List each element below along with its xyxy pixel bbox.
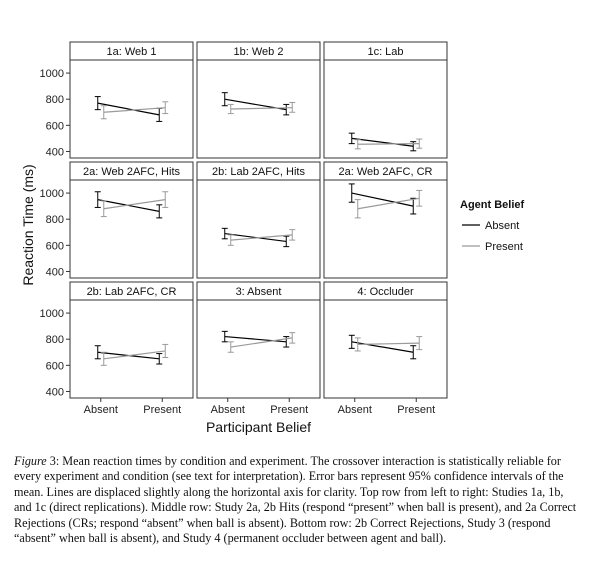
y-tick-label-row2-800: 800 xyxy=(46,334,64,346)
y-tick-label-row1-400: 400 xyxy=(46,266,64,278)
x-tick-label-col0-absent: Absent xyxy=(84,404,118,416)
caption-body: : Mean reaction times by condition and e… xyxy=(14,454,576,545)
facet-title-1c-lab: 1c: Lab xyxy=(367,46,403,58)
legend-title: Agent Belief xyxy=(460,199,525,211)
facet-title-1a-web-1: 1a: Web 1 xyxy=(107,46,157,58)
legend-label-present: Present xyxy=(485,241,523,253)
x-tick-label-col2-absent: Absent xyxy=(338,404,372,416)
facet-panel-2b-lab-2afc-hits xyxy=(197,180,320,278)
y-axis-title: Reaction Time (ms) xyxy=(20,164,36,285)
facet-panel-3-absent xyxy=(197,300,320,398)
x-tick-label-col2-present: Present xyxy=(397,404,435,416)
x-tick-label-col0-present: Present xyxy=(143,404,181,416)
y-tick-label-row0-800: 800 xyxy=(46,94,64,106)
caption-figure-number: 3 xyxy=(47,454,56,468)
facet-panel-2a-web-2afc-hits xyxy=(70,180,193,278)
y-tick-label-row0-400: 400 xyxy=(46,146,64,158)
facet-title-2b-lab-2afc-hits: 2b: Lab 2AFC, Hits xyxy=(212,166,305,178)
y-tick-label-row1-600: 600 xyxy=(46,240,64,252)
facet-title-2a-web-2afc-hits: 2a: Web 2AFC, Hits xyxy=(83,166,180,178)
x-axis-title: Participant Belief xyxy=(206,419,311,435)
facet-panel-2b-lab-2afc-cr xyxy=(70,300,193,398)
facet-panel-2a-web-2afc-cr xyxy=(324,180,447,278)
y-tick-label-row0-1000: 1000 xyxy=(40,68,64,80)
y-tick-label-row2-600: 600 xyxy=(46,360,64,372)
y-tick-label-row1-800: 800 xyxy=(46,214,64,226)
facet-title-1b-web-2: 1b: Web 2 xyxy=(234,46,284,58)
x-tick-label-col1-absent: Absent xyxy=(211,404,245,416)
facet-panel-4-occluder xyxy=(324,300,447,398)
y-tick-label-row2-400: 400 xyxy=(46,386,64,398)
y-tick-label-row1-1000: 1000 xyxy=(40,188,64,200)
facet-title-2a-web-2afc-cr: 2a: Web 2AFC, CR xyxy=(339,166,433,178)
y-tick-label-row0-600: 600 xyxy=(46,120,64,132)
caption-figure-label: Figure xyxy=(14,454,47,468)
figure-caption: Figure 3: Mean reaction times by conditi… xyxy=(14,454,580,546)
faceted-reaction-time-chart: 1a: Web 1 1b: Web 2 1c: Lab 2a: Web 2AFC, H… xyxy=(0,0,590,450)
facet-title-2b-lab-2afc-cr: 2b: Lab 2AFC, CR xyxy=(87,286,177,298)
facet-title-3-absent: 3: Absent xyxy=(236,286,282,298)
legend-label-absent: Absent xyxy=(485,220,519,232)
facet-title-4-occluder: 4: Occluder xyxy=(357,286,414,298)
series-line-1c-lab-present xyxy=(358,144,420,145)
y-tick-label-row2-1000: 1000 xyxy=(40,308,64,320)
x-tick-label-col1-present: Present xyxy=(270,404,308,416)
